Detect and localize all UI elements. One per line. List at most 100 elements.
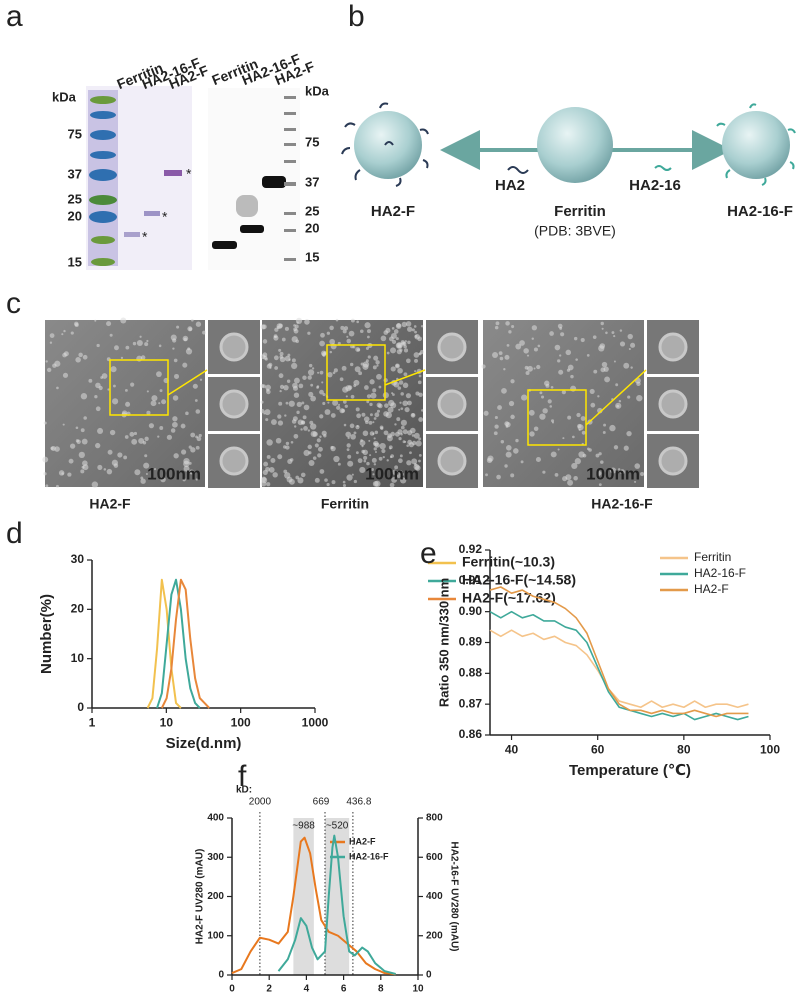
x-tick-label: 40 xyxy=(505,742,519,756)
particle xyxy=(296,321,299,324)
particle xyxy=(386,351,390,355)
particle xyxy=(185,411,189,416)
y-tick-label: 200 xyxy=(207,891,224,902)
particle xyxy=(300,428,303,431)
particle xyxy=(337,462,341,466)
particle xyxy=(140,355,146,360)
x-tick-label: 1000 xyxy=(302,715,329,729)
particle xyxy=(43,421,47,425)
particle xyxy=(266,439,273,446)
particle xyxy=(403,344,407,349)
particle xyxy=(365,346,369,350)
particle xyxy=(615,383,619,387)
particle xyxy=(300,472,306,478)
particle xyxy=(332,399,339,406)
particle xyxy=(319,469,325,474)
particle xyxy=(319,435,322,438)
band xyxy=(144,211,160,216)
zoom-arrow xyxy=(585,369,647,426)
particle xyxy=(131,438,138,445)
particle xyxy=(598,345,605,352)
x-axis-label: Size(d.nm) xyxy=(166,735,242,752)
particle xyxy=(296,410,300,415)
particle xyxy=(628,347,631,351)
particle-zoom xyxy=(219,332,249,362)
particle xyxy=(369,402,373,407)
particle xyxy=(557,448,560,451)
particle xyxy=(279,351,284,356)
particle xyxy=(293,392,300,398)
particle xyxy=(172,347,175,350)
y-tick-label: 10 xyxy=(71,651,85,665)
particle xyxy=(303,426,308,431)
particle xyxy=(310,423,317,430)
particle xyxy=(274,327,279,332)
series-line xyxy=(489,610,749,721)
particle xyxy=(554,344,561,351)
particle xyxy=(597,395,600,398)
particle xyxy=(265,466,270,472)
band xyxy=(236,195,258,217)
particle xyxy=(295,475,300,480)
particle xyxy=(370,467,374,471)
series-line xyxy=(277,834,396,975)
particle xyxy=(366,400,370,404)
particle xyxy=(316,386,319,389)
particle xyxy=(604,376,611,383)
particle xyxy=(578,428,581,431)
particle xyxy=(302,415,307,420)
particle xyxy=(140,478,146,484)
particle xyxy=(418,453,422,457)
particle-zoom xyxy=(437,389,467,419)
particle xyxy=(497,405,502,410)
panel-letter: b xyxy=(348,0,365,33)
sphere xyxy=(722,111,790,179)
particle xyxy=(67,472,72,477)
particle xyxy=(270,419,277,426)
x-tick-label: 100 xyxy=(760,742,780,756)
particle xyxy=(161,399,167,405)
particle xyxy=(114,345,119,351)
particle xyxy=(202,330,206,335)
particle xyxy=(103,468,107,471)
particle xyxy=(199,378,203,381)
particle xyxy=(406,358,411,364)
particle xyxy=(265,384,271,391)
particle xyxy=(348,330,355,337)
particle xyxy=(421,409,424,412)
particle xyxy=(398,470,403,475)
particle xyxy=(396,417,401,422)
em-panel: 100nm HA2-F 100nm Ferritin 100nm HA2-16-F xyxy=(42,317,699,512)
particle xyxy=(589,388,595,394)
particle xyxy=(394,431,400,437)
particle xyxy=(535,456,541,463)
particle xyxy=(292,385,299,391)
particle xyxy=(510,473,515,478)
particle xyxy=(519,340,525,346)
particle xyxy=(346,474,353,481)
legend-label: Ferritin xyxy=(694,550,731,564)
particle-zoom xyxy=(437,446,467,476)
particle xyxy=(572,435,575,439)
particle xyxy=(183,465,190,472)
particle xyxy=(95,442,101,449)
particle xyxy=(627,395,631,399)
particle xyxy=(310,383,314,387)
particle xyxy=(173,358,178,363)
particle xyxy=(153,468,157,471)
x-tick-label: 0 xyxy=(229,984,235,992)
marker-label: 669 xyxy=(313,797,330,808)
particle xyxy=(562,476,568,482)
particle xyxy=(187,347,191,351)
peptides xyxy=(341,102,529,187)
particle xyxy=(418,459,421,463)
particle xyxy=(293,377,300,384)
particle xyxy=(529,431,535,437)
particle xyxy=(605,331,608,335)
particle xyxy=(45,484,49,488)
particle xyxy=(107,388,110,391)
particle xyxy=(42,456,49,463)
particle xyxy=(359,466,366,474)
particle xyxy=(539,413,546,420)
particle xyxy=(493,431,498,436)
